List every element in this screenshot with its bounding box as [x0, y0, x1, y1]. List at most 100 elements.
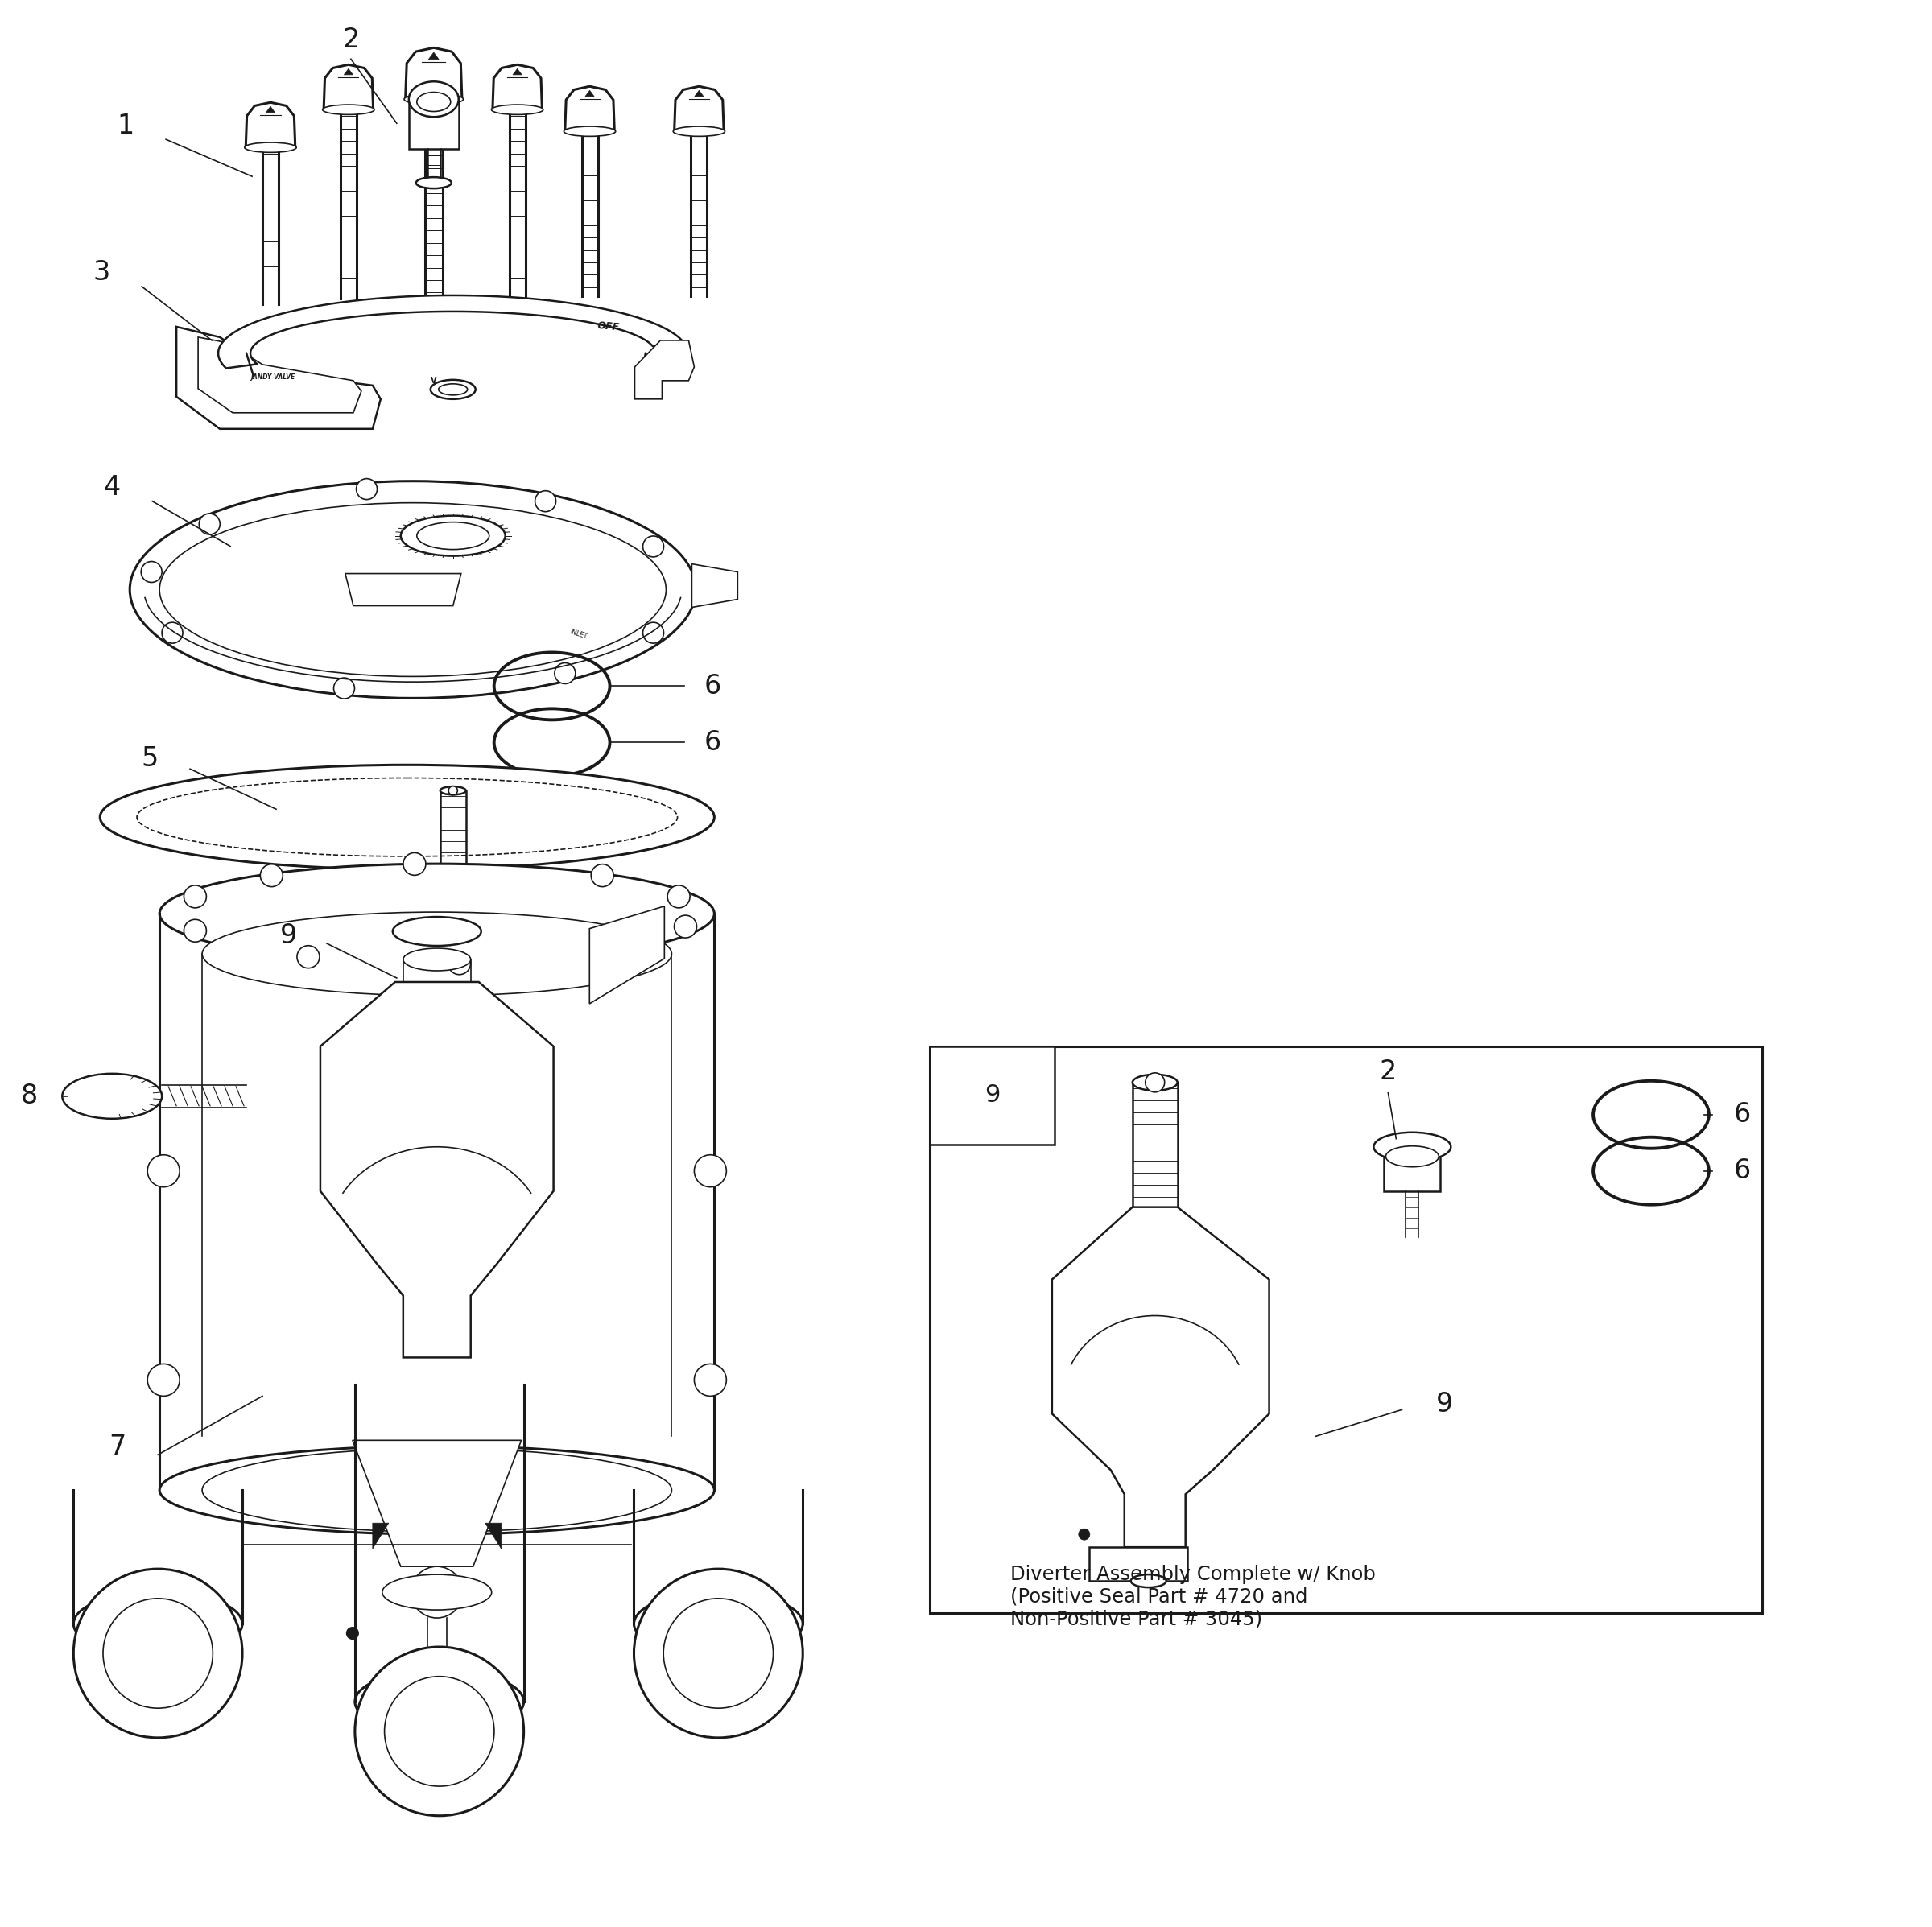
Circle shape — [355, 478, 377, 499]
Polygon shape — [267, 106, 274, 112]
Polygon shape — [694, 91, 703, 96]
Ellipse shape — [1385, 1147, 1439, 1168]
Circle shape — [535, 491, 556, 513]
Circle shape — [334, 678, 355, 700]
Text: 4: 4 — [104, 474, 120, 501]
Polygon shape — [429, 52, 439, 60]
Circle shape — [199, 515, 220, 534]
Circle shape — [694, 1364, 726, 1395]
Text: 6: 6 — [1733, 1102, 1750, 1127]
Text: 9: 9 — [280, 923, 298, 948]
Text: OFF: OFF — [597, 320, 620, 333]
Ellipse shape — [160, 1445, 715, 1534]
Circle shape — [102, 1599, 213, 1707]
Text: 3: 3 — [93, 260, 110, 285]
Circle shape — [554, 663, 576, 684]
Circle shape — [404, 854, 425, 875]
Text: V: V — [431, 376, 437, 385]
Polygon shape — [344, 69, 354, 75]
Circle shape — [1078, 1528, 1090, 1540]
Circle shape — [667, 884, 690, 908]
Polygon shape — [325, 66, 373, 110]
Ellipse shape — [323, 104, 375, 114]
Polygon shape — [564, 87, 614, 131]
Text: INLET: INLET — [568, 628, 587, 642]
Circle shape — [1146, 1073, 1165, 1093]
Ellipse shape — [413, 1663, 460, 1676]
Polygon shape — [245, 102, 296, 148]
Ellipse shape — [1132, 1075, 1177, 1091]
Ellipse shape — [1130, 1574, 1167, 1588]
Ellipse shape — [160, 503, 667, 676]
Polygon shape — [352, 1439, 522, 1567]
Circle shape — [355, 1648, 524, 1815]
Circle shape — [448, 952, 471, 975]
Ellipse shape — [564, 127, 616, 137]
Circle shape — [184, 884, 207, 908]
Circle shape — [663, 1599, 773, 1707]
Ellipse shape — [203, 1449, 672, 1532]
Text: 2: 2 — [342, 27, 359, 52]
Text: 6: 6 — [703, 728, 721, 755]
Ellipse shape — [431, 380, 475, 399]
Circle shape — [694, 1154, 726, 1187]
Polygon shape — [406, 48, 462, 98]
Circle shape — [591, 863, 614, 886]
Ellipse shape — [137, 779, 678, 856]
Circle shape — [412, 1567, 462, 1619]
Ellipse shape — [491, 104, 543, 114]
Ellipse shape — [160, 863, 715, 964]
Ellipse shape — [404, 948, 471, 971]
Ellipse shape — [400, 516, 506, 555]
Circle shape — [384, 1676, 495, 1786]
Ellipse shape — [355, 1669, 524, 1734]
Polygon shape — [373, 1522, 388, 1549]
Bar — [1090, 1547, 1186, 1580]
Bar — [1383, 1147, 1441, 1191]
Ellipse shape — [634, 1592, 804, 1655]
Circle shape — [184, 919, 207, 942]
Ellipse shape — [417, 92, 450, 112]
Circle shape — [147, 1154, 180, 1187]
Ellipse shape — [1374, 1133, 1451, 1162]
Ellipse shape — [415, 177, 452, 189]
Text: 9: 9 — [1435, 1391, 1453, 1418]
Circle shape — [298, 946, 319, 967]
Text: 8: 8 — [21, 1083, 39, 1110]
Polygon shape — [589, 906, 665, 1004]
Text: Diverter Assembly Complete w/ Knob
(Positive Seal Part # 4720 and
Non-Positive P: Diverter Assembly Complete w/ Knob (Posi… — [1010, 1565, 1376, 1628]
Polygon shape — [176, 328, 381, 430]
Polygon shape — [636, 341, 694, 399]
Text: 9: 9 — [983, 1083, 1001, 1106]
Ellipse shape — [417, 522, 489, 549]
Polygon shape — [1053, 1206, 1269, 1547]
Circle shape — [643, 622, 665, 644]
Polygon shape — [493, 66, 543, 110]
Bar — [410, 98, 458, 148]
Text: 6: 6 — [703, 673, 721, 700]
Ellipse shape — [440, 786, 466, 794]
Circle shape — [634, 1569, 804, 1738]
Circle shape — [162, 622, 184, 644]
Ellipse shape — [404, 94, 464, 104]
Text: JANDY VALVE: JANDY VALVE — [251, 374, 296, 382]
Polygon shape — [512, 69, 522, 75]
Circle shape — [643, 536, 665, 557]
Bar — [929, 1046, 1762, 1613]
Circle shape — [348, 1628, 357, 1638]
Polygon shape — [346, 574, 462, 605]
Polygon shape — [218, 295, 684, 368]
Circle shape — [141, 561, 162, 582]
Polygon shape — [692, 565, 738, 607]
Ellipse shape — [100, 765, 715, 869]
Ellipse shape — [129, 482, 696, 698]
Circle shape — [147, 1364, 180, 1395]
Polygon shape — [674, 87, 724, 131]
Ellipse shape — [404, 989, 471, 1012]
Polygon shape — [485, 1522, 500, 1549]
Text: 6: 6 — [1733, 1158, 1750, 1185]
Ellipse shape — [203, 911, 672, 996]
Text: 1: 1 — [118, 112, 135, 139]
Text: 7: 7 — [108, 1434, 126, 1461]
Polygon shape — [199, 337, 361, 412]
